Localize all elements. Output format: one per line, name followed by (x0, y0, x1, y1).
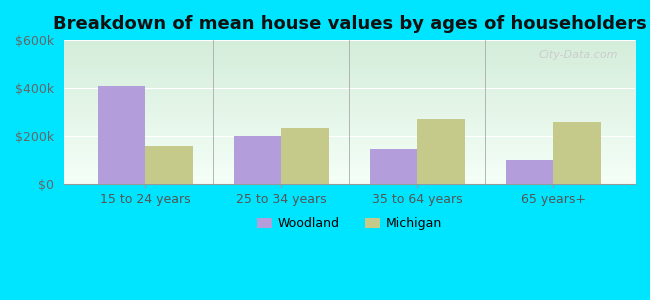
Bar (553, 122, 601, 184)
Text: City-Data.com: City-Data.com (538, 50, 618, 60)
Legend: Woodland, Michigan: Woodland, Michigan (252, 212, 447, 235)
Bar (417, 119, 465, 184)
Bar (146, 146, 193, 184)
Bar (506, 160, 553, 184)
Title: Breakdown of mean house values by ages of householders: Breakdown of mean house values by ages o… (53, 15, 646, 33)
Bar (370, 149, 417, 184)
Bar (281, 128, 329, 184)
Bar (98, 85, 146, 184)
Bar (234, 136, 281, 184)
